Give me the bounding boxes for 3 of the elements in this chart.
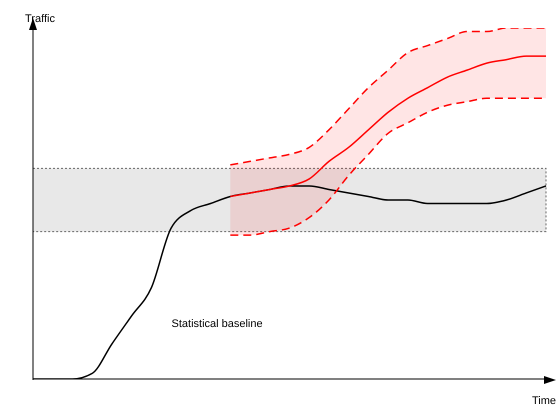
y-axis-title: Traffic [25, 13, 56, 25]
annotation: Statistical baseline [172, 318, 263, 330]
x-axis-title: Time [532, 395, 556, 407]
